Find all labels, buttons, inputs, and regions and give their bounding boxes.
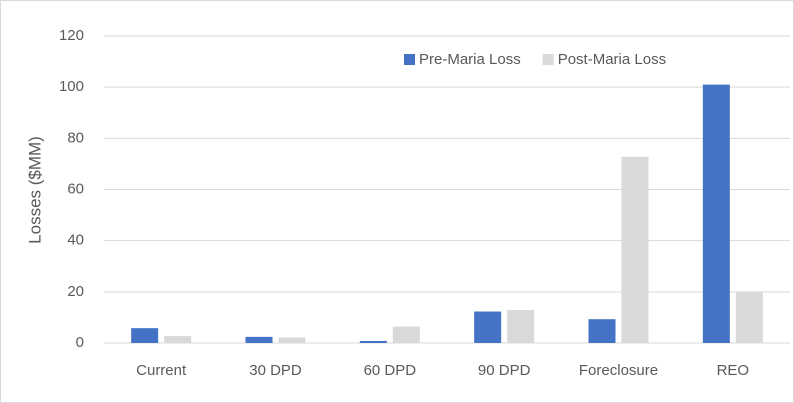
legend-label: Pre-Maria Loss <box>419 51 521 68</box>
y-tick-label: 120 <box>59 27 84 44</box>
bar <box>164 336 192 343</box>
bar <box>507 309 535 343</box>
bar <box>278 337 306 343</box>
bar <box>131 328 159 343</box>
legend-label: Post-Maria Loss <box>558 51 666 68</box>
x-tick-label: REO <box>717 362 750 379</box>
bar <box>621 156 649 343</box>
y-tick-label: 100 <box>59 78 84 95</box>
legend-swatch <box>404 54 415 65</box>
bar <box>245 336 273 343</box>
x-tick-label: Foreclosure <box>579 362 658 379</box>
bar <box>359 340 387 343</box>
y-tick-label: 20 <box>67 283 84 300</box>
y-tick-label: 60 <box>67 180 84 197</box>
legend-swatch <box>542 54 554 65</box>
x-tick-label: 60 DPD <box>364 362 417 379</box>
y-axis-title: Losses ($MM) <box>25 136 44 244</box>
bar <box>702 84 730 343</box>
y-tick-label: 80 <box>67 129 84 146</box>
x-tick-label: 90 DPD <box>478 362 531 379</box>
x-tick-label: 30 DPD <box>249 362 302 379</box>
y-tick-label: 40 <box>67 232 84 249</box>
x-tick-label: Current <box>136 362 187 379</box>
bar <box>392 326 420 343</box>
y-tick-label: 0 <box>76 334 84 351</box>
bar <box>474 311 502 343</box>
bar <box>588 319 616 343</box>
bar <box>735 291 763 343</box>
